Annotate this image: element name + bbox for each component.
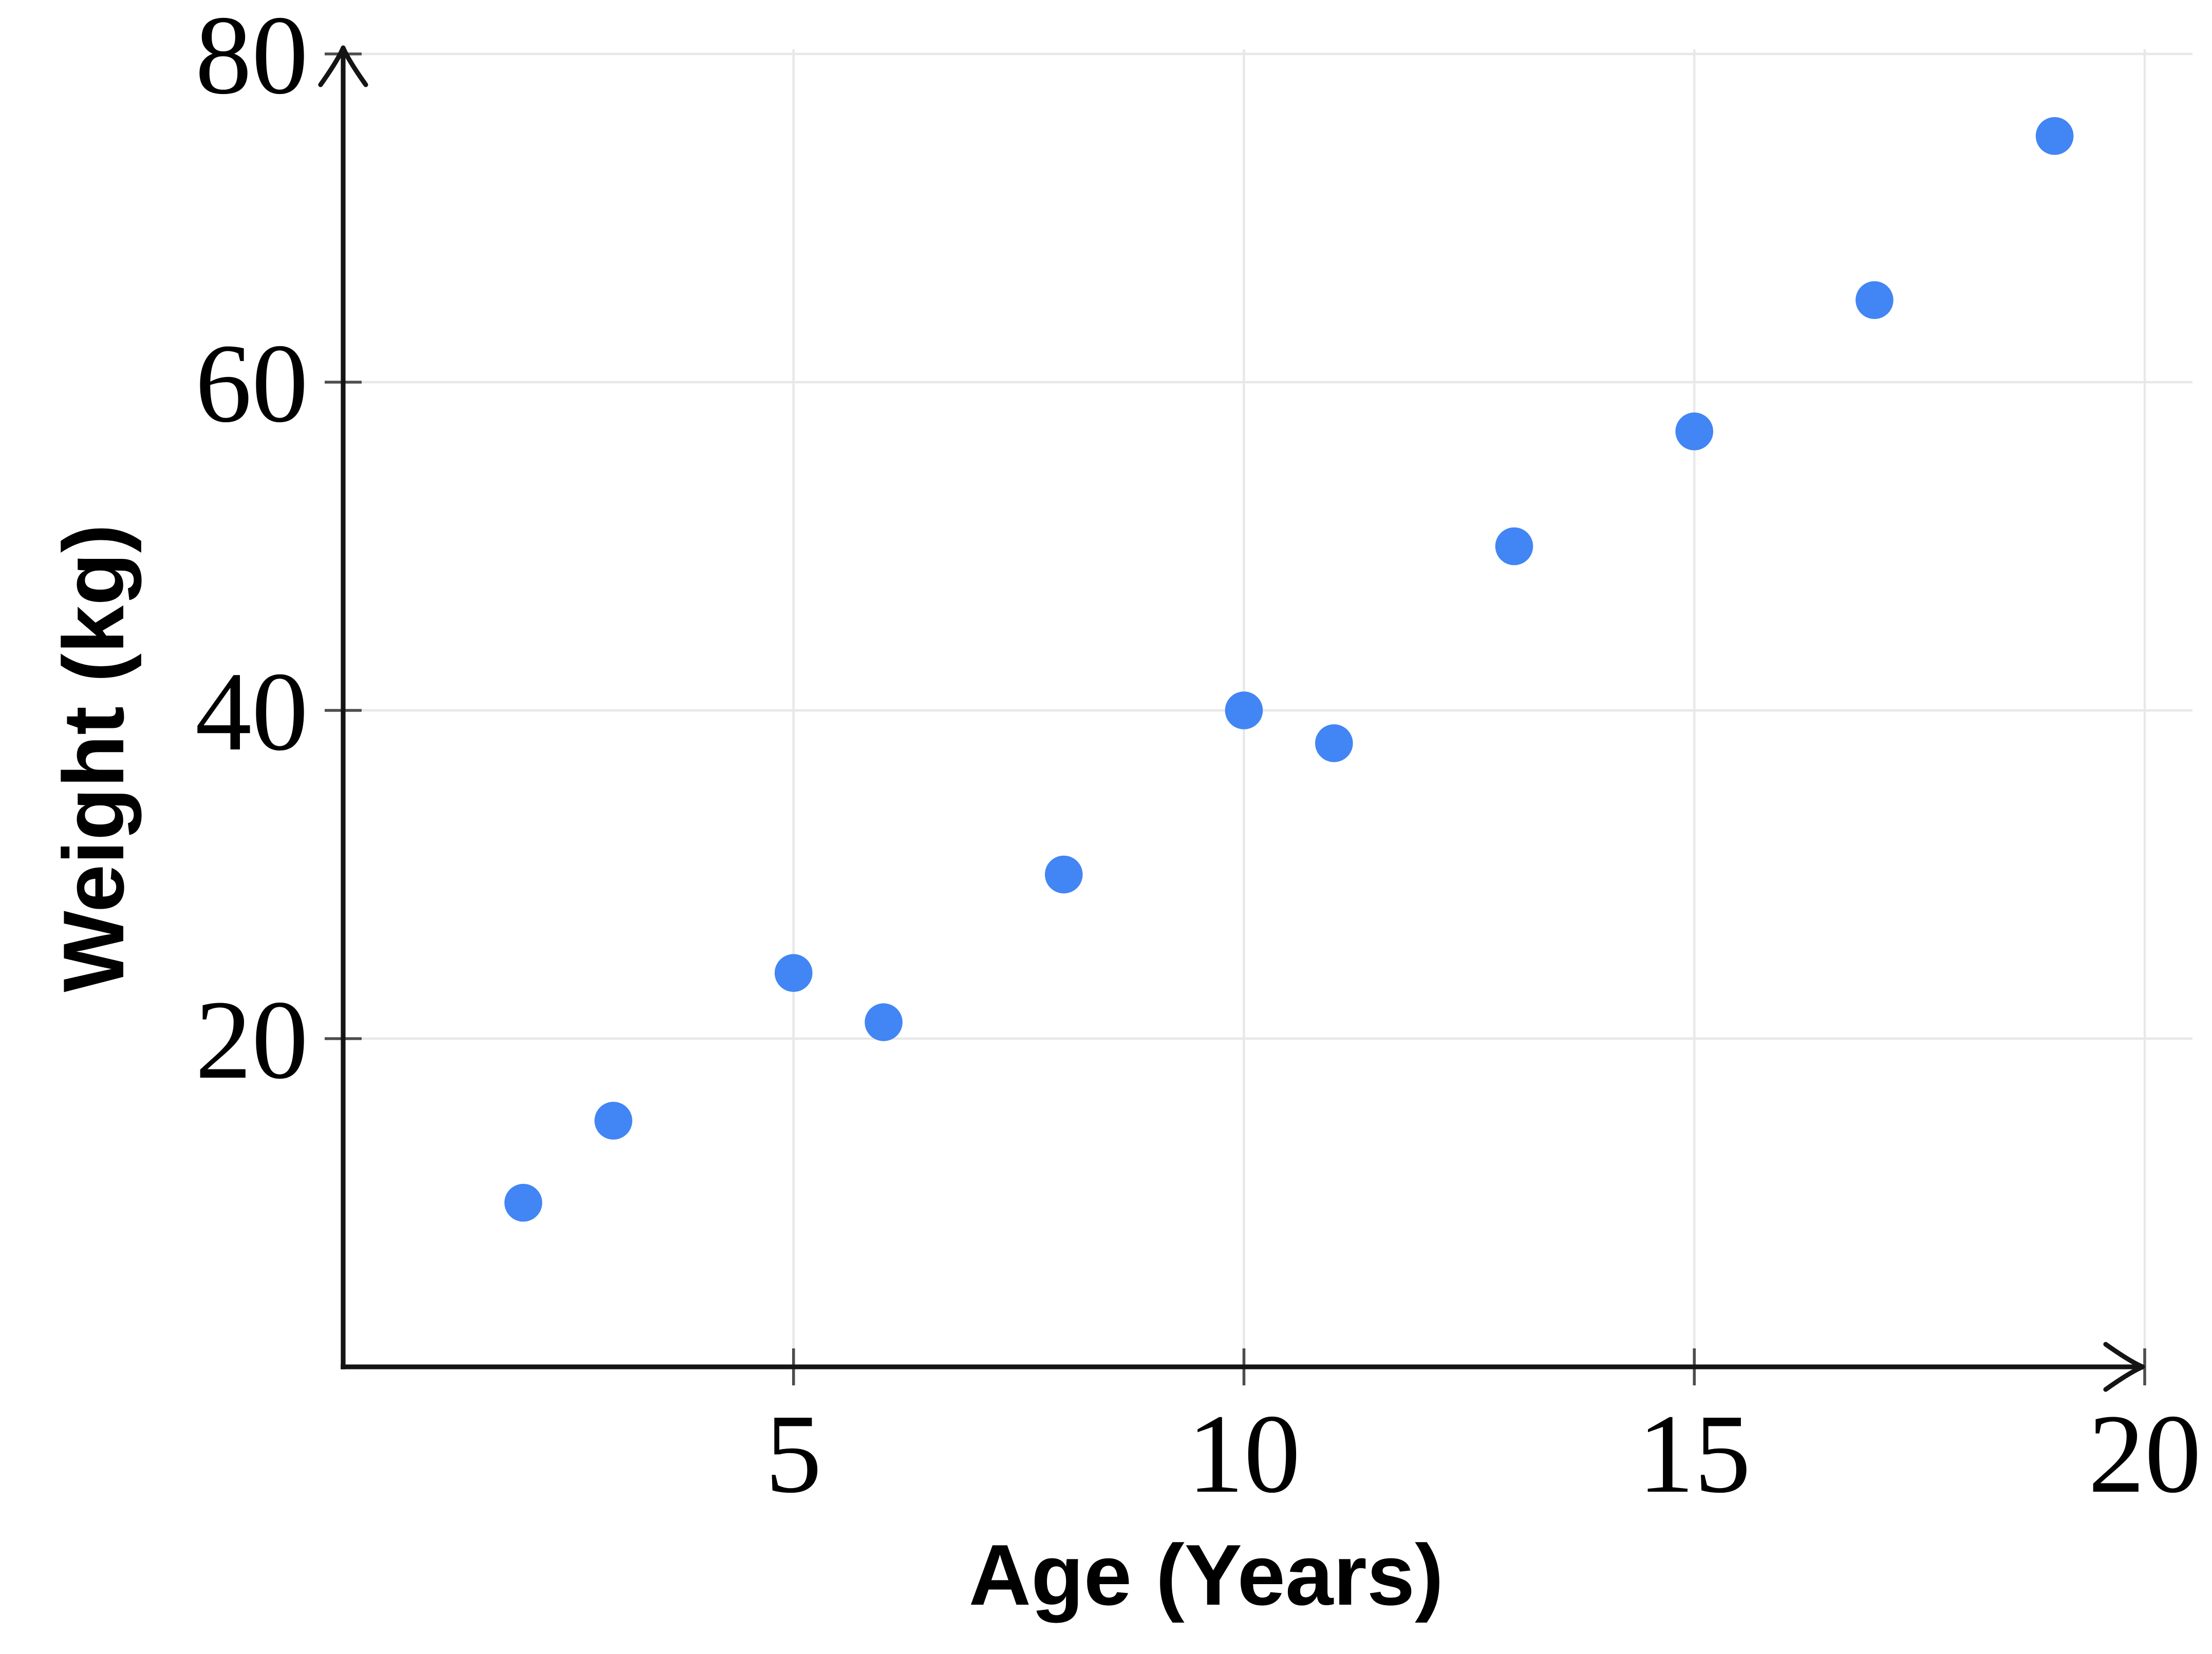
y-axis-arrowhead-icon	[318, 45, 368, 87]
y-tick-label-80: 80	[195, 0, 308, 118]
y-tick-label-40: 40	[195, 649, 308, 774]
data-point-2-10	[504, 1183, 542, 1222]
data-point-13-50	[1495, 527, 1533, 566]
data-point-19-75	[2035, 117, 2074, 155]
dot-layer	[504, 117, 2074, 1222]
y-tick-label-60: 60	[195, 321, 308, 446]
x-tick-label-10: 10	[1188, 1391, 1301, 1516]
x-axis-arrowhead-icon	[2103, 1342, 2145, 1392]
data-point-15-57	[1675, 412, 1714, 450]
x-tick-label-5: 5	[765, 1391, 822, 1516]
x-tick-label-15: 15	[1638, 1391, 1751, 1516]
axis-layer	[318, 45, 2145, 1392]
data-point-6-21	[865, 1003, 903, 1041]
x-axis-title: Age (Years)	[969, 1527, 1444, 1623]
data-point-17-65	[1855, 281, 1894, 319]
tick-label-layer: 5 10 15 20 20 40 60 80	[195, 0, 2201, 1516]
y-axis-title: Weight (kg)	[45, 524, 142, 992]
x-tick-label-20: 20	[2088, 1391, 2201, 1516]
data-point-8-30	[1045, 855, 1083, 894]
data-point-11-38	[1315, 724, 1353, 762]
data-point-10-40	[1225, 691, 1263, 729]
y-tick-label-20: 20	[195, 977, 308, 1102]
data-point-5-24	[774, 954, 813, 992]
data-point-3-15	[594, 1101, 632, 1140]
grid-layer	[362, 49, 2192, 1348]
